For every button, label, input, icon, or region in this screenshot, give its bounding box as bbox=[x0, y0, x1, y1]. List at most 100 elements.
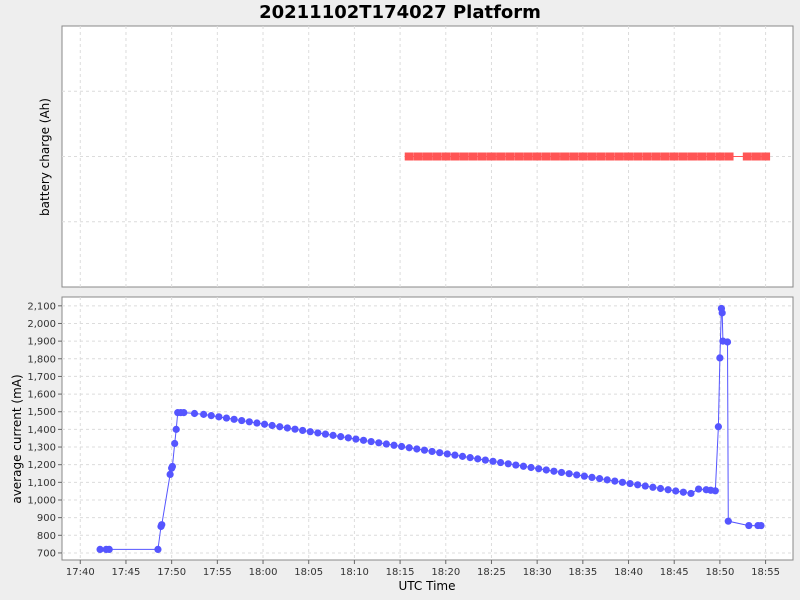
current-point bbox=[466, 454, 474, 462]
current-point bbox=[230, 415, 238, 423]
current-point bbox=[382, 440, 390, 448]
current-point bbox=[641, 482, 649, 490]
current-point bbox=[611, 477, 619, 485]
battery-charge-point bbox=[569, 152, 579, 161]
battery-charge-point bbox=[541, 152, 551, 161]
current-point bbox=[172, 425, 180, 433]
current-point bbox=[222, 414, 231, 422]
current-point bbox=[535, 465, 543, 473]
x-tick-label: 18:20 bbox=[431, 567, 460, 578]
battery-charge-series bbox=[404, 152, 771, 161]
current-point bbox=[96, 545, 104, 554]
battery-charge-point bbox=[587, 152, 597, 161]
current-point bbox=[481, 456, 489, 464]
current-point bbox=[679, 488, 687, 496]
current-point bbox=[588, 473, 596, 481]
current-point bbox=[253, 419, 261, 427]
current-point bbox=[405, 444, 413, 452]
battery-charge-point bbox=[523, 152, 533, 161]
battery-charge-point bbox=[496, 152, 506, 161]
current-point bbox=[329, 431, 337, 439]
current-point bbox=[634, 481, 642, 489]
battery-charge-panel: battery charge (Ah) bbox=[38, 25, 794, 288]
current-point bbox=[711, 487, 719, 495]
current-point bbox=[268, 421, 276, 430]
current-point bbox=[390, 441, 398, 449]
current-y-ticks: 700 800 900 1,000 1,100 1,200 1,300 1,400 1,500 1… bbox=[27, 301, 62, 559]
current-point bbox=[314, 429, 322, 437]
current-point bbox=[171, 439, 179, 448]
y-tick-label: 1,600 bbox=[27, 390, 56, 401]
battery-grid bbox=[62, 26, 793, 287]
current-point bbox=[724, 517, 732, 525]
current-point bbox=[166, 470, 174, 478]
y-tick-label: 2,000 bbox=[27, 319, 56, 330]
current-point bbox=[375, 439, 383, 447]
current-point bbox=[557, 468, 566, 477]
current-point bbox=[451, 451, 459, 459]
current-point bbox=[672, 487, 680, 495]
current-point bbox=[207, 412, 215, 420]
x-axis-label: UTC Time bbox=[399, 579, 456, 593]
battery-charge-point bbox=[614, 152, 624, 161]
x-tick-label: 17:50 bbox=[157, 567, 186, 578]
y-tick-label: 1,200 bbox=[27, 460, 56, 471]
x-tick-label: 18:35 bbox=[568, 567, 597, 578]
x-tick-label: 17:45 bbox=[112, 567, 141, 578]
current-point bbox=[687, 489, 695, 498]
y-tick-label: 1,800 bbox=[27, 354, 56, 365]
current-point bbox=[550, 467, 558, 475]
x-tick-label: 18:55 bbox=[751, 567, 780, 578]
current-point bbox=[542, 466, 550, 474]
battery-charge-point bbox=[660, 152, 670, 161]
battery-charge-point bbox=[477, 152, 487, 161]
x-tick-label: 17:55 bbox=[203, 567, 232, 578]
current-point bbox=[603, 476, 611, 484]
current-point bbox=[489, 457, 497, 465]
battery-charge-point bbox=[413, 152, 423, 161]
y-tick-label: 2,100 bbox=[27, 301, 56, 312]
current-point bbox=[580, 472, 588, 480]
current-point bbox=[694, 485, 703, 493]
current-grid bbox=[62, 297, 793, 560]
current-point bbox=[718, 309, 726, 317]
current-point bbox=[436, 449, 444, 457]
battery-charge-point bbox=[715, 152, 725, 161]
current-point bbox=[276, 423, 284, 431]
battery-charge-point bbox=[624, 152, 634, 161]
current-point bbox=[154, 545, 162, 554]
battery-charge-point bbox=[596, 152, 606, 161]
current-point bbox=[105, 545, 113, 554]
y-tick-label: 900 bbox=[37, 513, 56, 524]
current-point bbox=[420, 446, 429, 454]
current-point bbox=[359, 436, 368, 444]
x-tick-label: 18:50 bbox=[705, 567, 734, 578]
battery-charge-point bbox=[742, 152, 752, 161]
current-point bbox=[512, 461, 520, 469]
current-point bbox=[626, 479, 634, 488]
current-point bbox=[367, 437, 375, 446]
x-tick-label: 18:40 bbox=[614, 567, 643, 578]
current-point bbox=[260, 420, 269, 428]
battery-charge-point bbox=[560, 152, 570, 161]
current-point bbox=[497, 458, 505, 467]
current-y-axis-label: average current (mA) bbox=[10, 374, 24, 503]
x-tick-label: 18:05 bbox=[294, 567, 323, 578]
current-point bbox=[337, 433, 345, 441]
y-tick-label: 1,100 bbox=[27, 478, 56, 489]
x-tick-label: 17:40 bbox=[66, 567, 95, 578]
battery-charge-point bbox=[633, 152, 643, 161]
battery-charge-point bbox=[697, 152, 707, 161]
battery-charge-point bbox=[642, 152, 652, 161]
x-tick-label: 18:10 bbox=[340, 567, 369, 578]
x-tick-label: 18:00 bbox=[249, 567, 278, 578]
battery-charge-point bbox=[514, 152, 524, 161]
battery-charge-point bbox=[678, 152, 688, 161]
current-point bbox=[458, 452, 467, 460]
y-tick-label: 1,300 bbox=[27, 443, 56, 454]
current-point bbox=[306, 428, 314, 436]
y-tick-label: 1,400 bbox=[27, 425, 56, 436]
current-point bbox=[238, 416, 246, 425]
current-point bbox=[291, 425, 299, 433]
